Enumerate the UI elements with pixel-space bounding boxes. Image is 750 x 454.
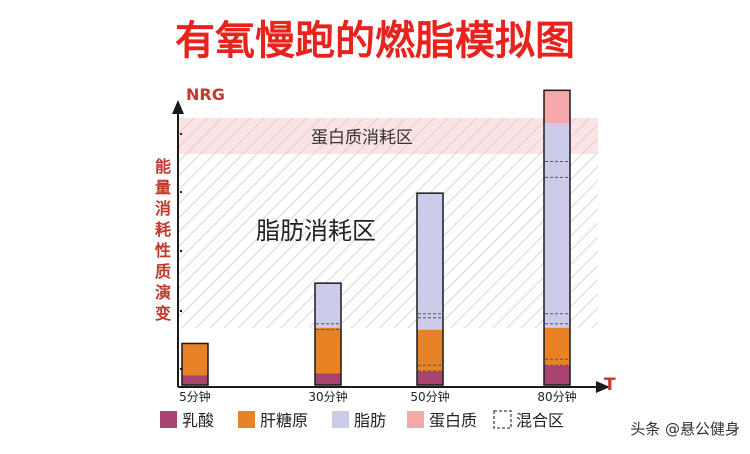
bar-segment-脂肪-1 [315, 283, 341, 328]
legend-label-1: 肝糖原 [260, 411, 308, 430]
bar-outline-3 [543, 89, 571, 386]
bar-segment-乳酸-2 [417, 371, 443, 385]
x-axis-label: T [604, 375, 616, 395]
y-tick-3 [180, 310, 182, 312]
bar-segment-肝糖原-1 [315, 327, 341, 374]
protein-zone-label: 蛋白质消耗区 [311, 128, 413, 148]
bar-segment-肝糖原-0 [182, 343, 208, 376]
bar-segment-乳酸-3 [544, 365, 570, 385]
fat-zone-label: 脂肪消耗区 [256, 217, 376, 245]
category-label-3: 80分钟 [537, 389, 576, 404]
vertical-label-char: 消 [155, 199, 171, 218]
vertical-label-char: 量 [155, 178, 171, 197]
bar-segment-乳酸-0 [182, 375, 208, 385]
legend-label-0: 乳酸 [182, 411, 214, 430]
bar-segment-脂肪-3 [544, 122, 570, 328]
bar-outline-1 [314, 282, 342, 386]
legend-swatch-2 [332, 411, 349, 428]
bar-segment-肝糖原-2 [417, 329, 443, 372]
bar-segment-乳酸-1 [315, 373, 341, 385]
protein-zone [178, 118, 598, 154]
legend-label-4: 混合区 [516, 411, 564, 430]
y-tick-0 [180, 133, 182, 135]
category-label-0: 5分钟 [179, 389, 211, 404]
category-label-2: 50分钟 [410, 389, 449, 404]
legend-swatch-1 [238, 411, 255, 428]
y-tick-4 [180, 368, 182, 370]
legend-label-2: 脂肪 [354, 411, 386, 430]
y-tick-2 [180, 250, 182, 252]
vertical-label-char: 变 [155, 304, 171, 323]
vertical-label-char: 演 [155, 283, 171, 302]
y-axis-label: NRG [186, 85, 225, 104]
category-label-1: 30分钟 [308, 389, 347, 404]
bar-segment-脂肪-2 [417, 193, 443, 330]
y-axis-arrow [172, 100, 184, 114]
legend-swatch-3 [407, 411, 424, 428]
bars [181, 89, 571, 386]
vertical-label-char: 性 [155, 241, 171, 260]
legend-swatch-0 [160, 411, 177, 428]
chart-title: 有氧慢跑的燃脂模拟图 [175, 18, 575, 64]
watermark: 头条 @悬公健身 [630, 420, 740, 438]
bar-outline-0 [181, 342, 209, 386]
legend-swatch-4 [493, 410, 512, 429]
legend-label-3: 蛋白质 [429, 411, 477, 430]
vertical-label-char: 耗 [155, 220, 171, 239]
bar-outline-2 [416, 192, 444, 386]
bar-segment-蛋白质-3 [544, 90, 570, 123]
vertical-label-char: 能 [155, 157, 171, 176]
vertical-label-char: 质 [155, 262, 171, 281]
category-labels: 5分钟 30分钟 50分钟 80分钟 [179, 389, 576, 404]
x-axis-arrow [596, 381, 610, 393]
legend: 乳酸 肝糖原 脂肪 蛋白质 混合区 [160, 410, 564, 430]
y-tick-1 [180, 191, 182, 193]
y-ticks [180, 133, 182, 370]
